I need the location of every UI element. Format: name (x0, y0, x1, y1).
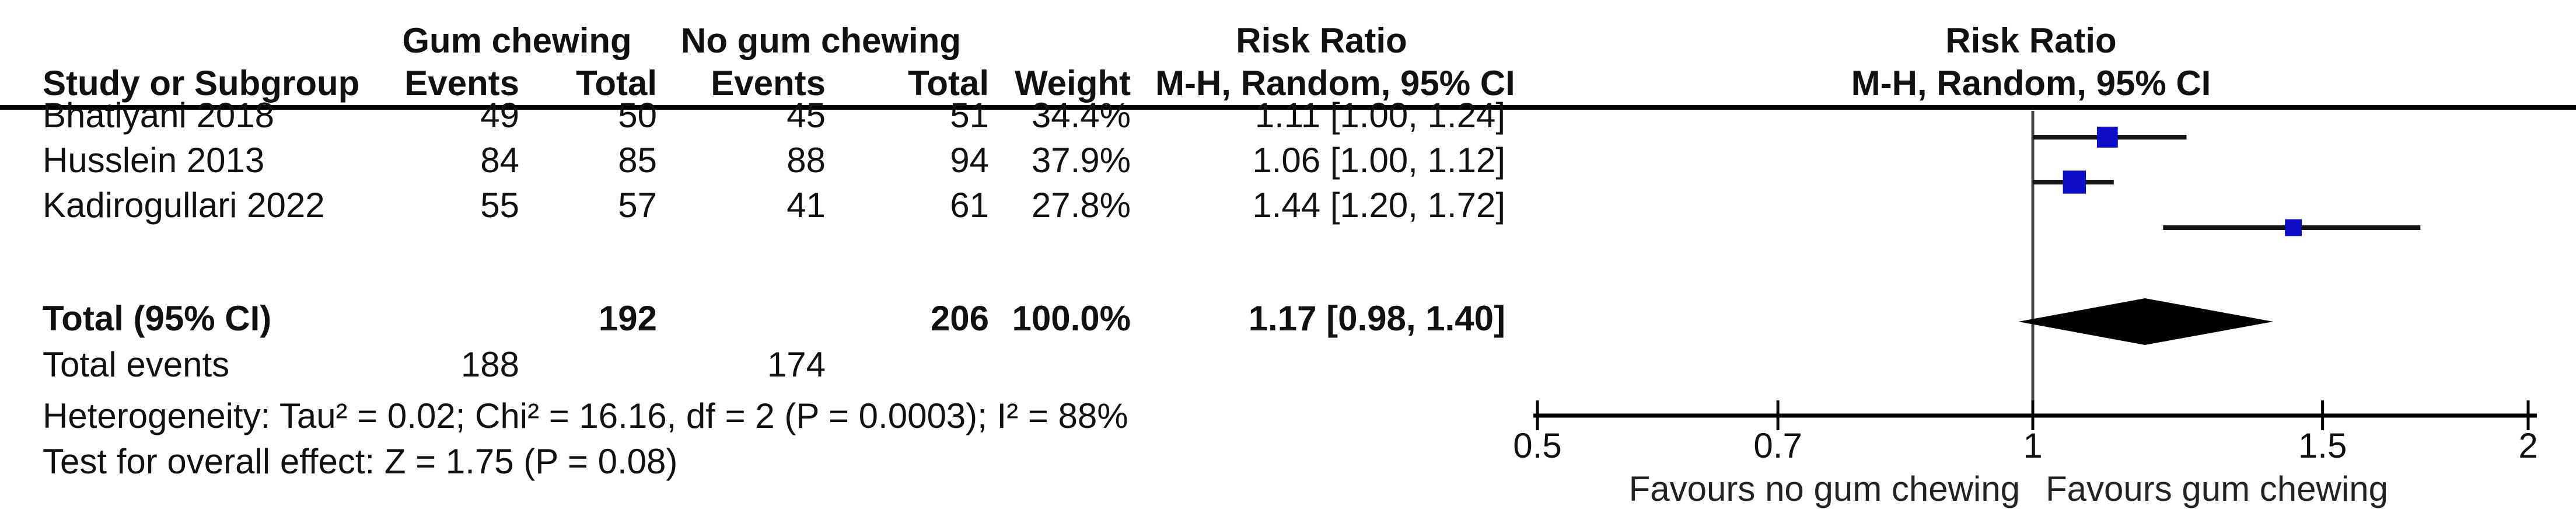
total-events-nogum-cell: 174 (767, 345, 826, 384)
effect-square (2063, 170, 2086, 194)
total1-cell: 50 (618, 96, 657, 135)
total1-cell: 85 (618, 141, 657, 180)
group-header-gum-chewing: Gum chewing (402, 21, 632, 60)
study-cell: Bhatiyani 2018 (43, 96, 274, 135)
axis-tick-label: 1 (2023, 426, 2042, 465)
group-header-risk-ratio-plot: Risk Ratio (1945, 21, 2117, 60)
header-rule (0, 105, 2576, 110)
total2-cell: 51 (950, 96, 989, 135)
ci-cell: 1.06 [1.00, 1.12] (1252, 141, 1505, 180)
col-header-study: Study or Subgroup (43, 64, 360, 103)
group-header-no-gum-chewing: No gum chewing (681, 21, 961, 60)
study-cell: Husslein 2013 (43, 141, 265, 180)
col-header-total-gum: Total (576, 64, 657, 103)
axis-tick-label: 0.5 (1513, 426, 1561, 465)
col-header-weight: Weight (1015, 64, 1131, 103)
total-diamond (2018, 298, 2274, 345)
col-header-events-gum: Events (404, 64, 519, 103)
weight-cell: 37.9% (1031, 141, 1131, 180)
axis-tick-label: 2 (2518, 426, 2537, 465)
study-cell: Kadirogullari 2022 (43, 186, 325, 225)
total2-cell: 61 (950, 186, 989, 225)
axis-tick-label: 0.7 (1753, 426, 1802, 465)
total-ci-cell: 1.17 [0.98, 1.40] (1248, 299, 1505, 338)
total1-cell: 57 (618, 186, 657, 225)
table-row: Bhatiyani 2018 49 50 45 51 34.4% 1.11 [1.00, 1… (0, 93, 2576, 138)
events2-cell: 88 (787, 141, 826, 180)
col-header-events-nogum: Events (711, 64, 826, 103)
ci-cell: 1.11 [1.00, 1.24] (1254, 96, 1505, 135)
heterogeneity-text: Heterogeneity: Tau² = 0.02; Chi² = 16.16… (43, 396, 1128, 435)
col-header-ci: M-H, Random, 95% CI (1155, 64, 1515, 103)
total-gum-cell: 192 (598, 299, 657, 338)
total-events-gum-cell: 188 (460, 345, 519, 384)
col-header-total-nogum: Total (908, 64, 989, 103)
events1-cell: 49 (480, 96, 519, 135)
ci-cell: 1.44 [1.20, 1.72] (1252, 186, 1505, 225)
favours-right-label: Favours gum chewing (2046, 469, 2388, 508)
total-nogum-cell: 206 (930, 299, 989, 338)
effect-square (2096, 127, 2118, 148)
table-row: Kadirogullari 2022 55 57 41 61 27.8% 1.44 [1.2… (0, 183, 2576, 228)
overall-effect-text: Test for overall effect: Z = 1.75 (P = 0… (43, 442, 678, 481)
total-weight-cell: 100.0% (1012, 299, 1131, 338)
group-header-risk-ratio-text: Risk Ratio (1236, 21, 1407, 60)
axis-tick-label: 1.5 (2298, 426, 2347, 465)
effect-square (2285, 219, 2302, 236)
events2-cell: 45 (787, 96, 826, 135)
total-events-label: Total events (43, 345, 230, 384)
table-row: Husslein 2013 84 85 88 94 37.9% 1.06 [1.00, 1.… (0, 138, 2576, 183)
total-row-label: Total (95% CI) (43, 299, 272, 338)
events1-cell: 84 (480, 141, 519, 180)
weight-cell: 27.8% (1031, 186, 1131, 225)
col-header-ci-plot: M-H, Random, 95% CI (1851, 64, 2211, 103)
weight-cell: 34.4% (1031, 96, 1131, 135)
events2-cell: 41 (787, 186, 826, 225)
favours-left-label: Favours no gum chewing (1629, 469, 2020, 508)
events1-cell: 55 (480, 186, 519, 225)
total2-cell: 94 (950, 141, 989, 180)
